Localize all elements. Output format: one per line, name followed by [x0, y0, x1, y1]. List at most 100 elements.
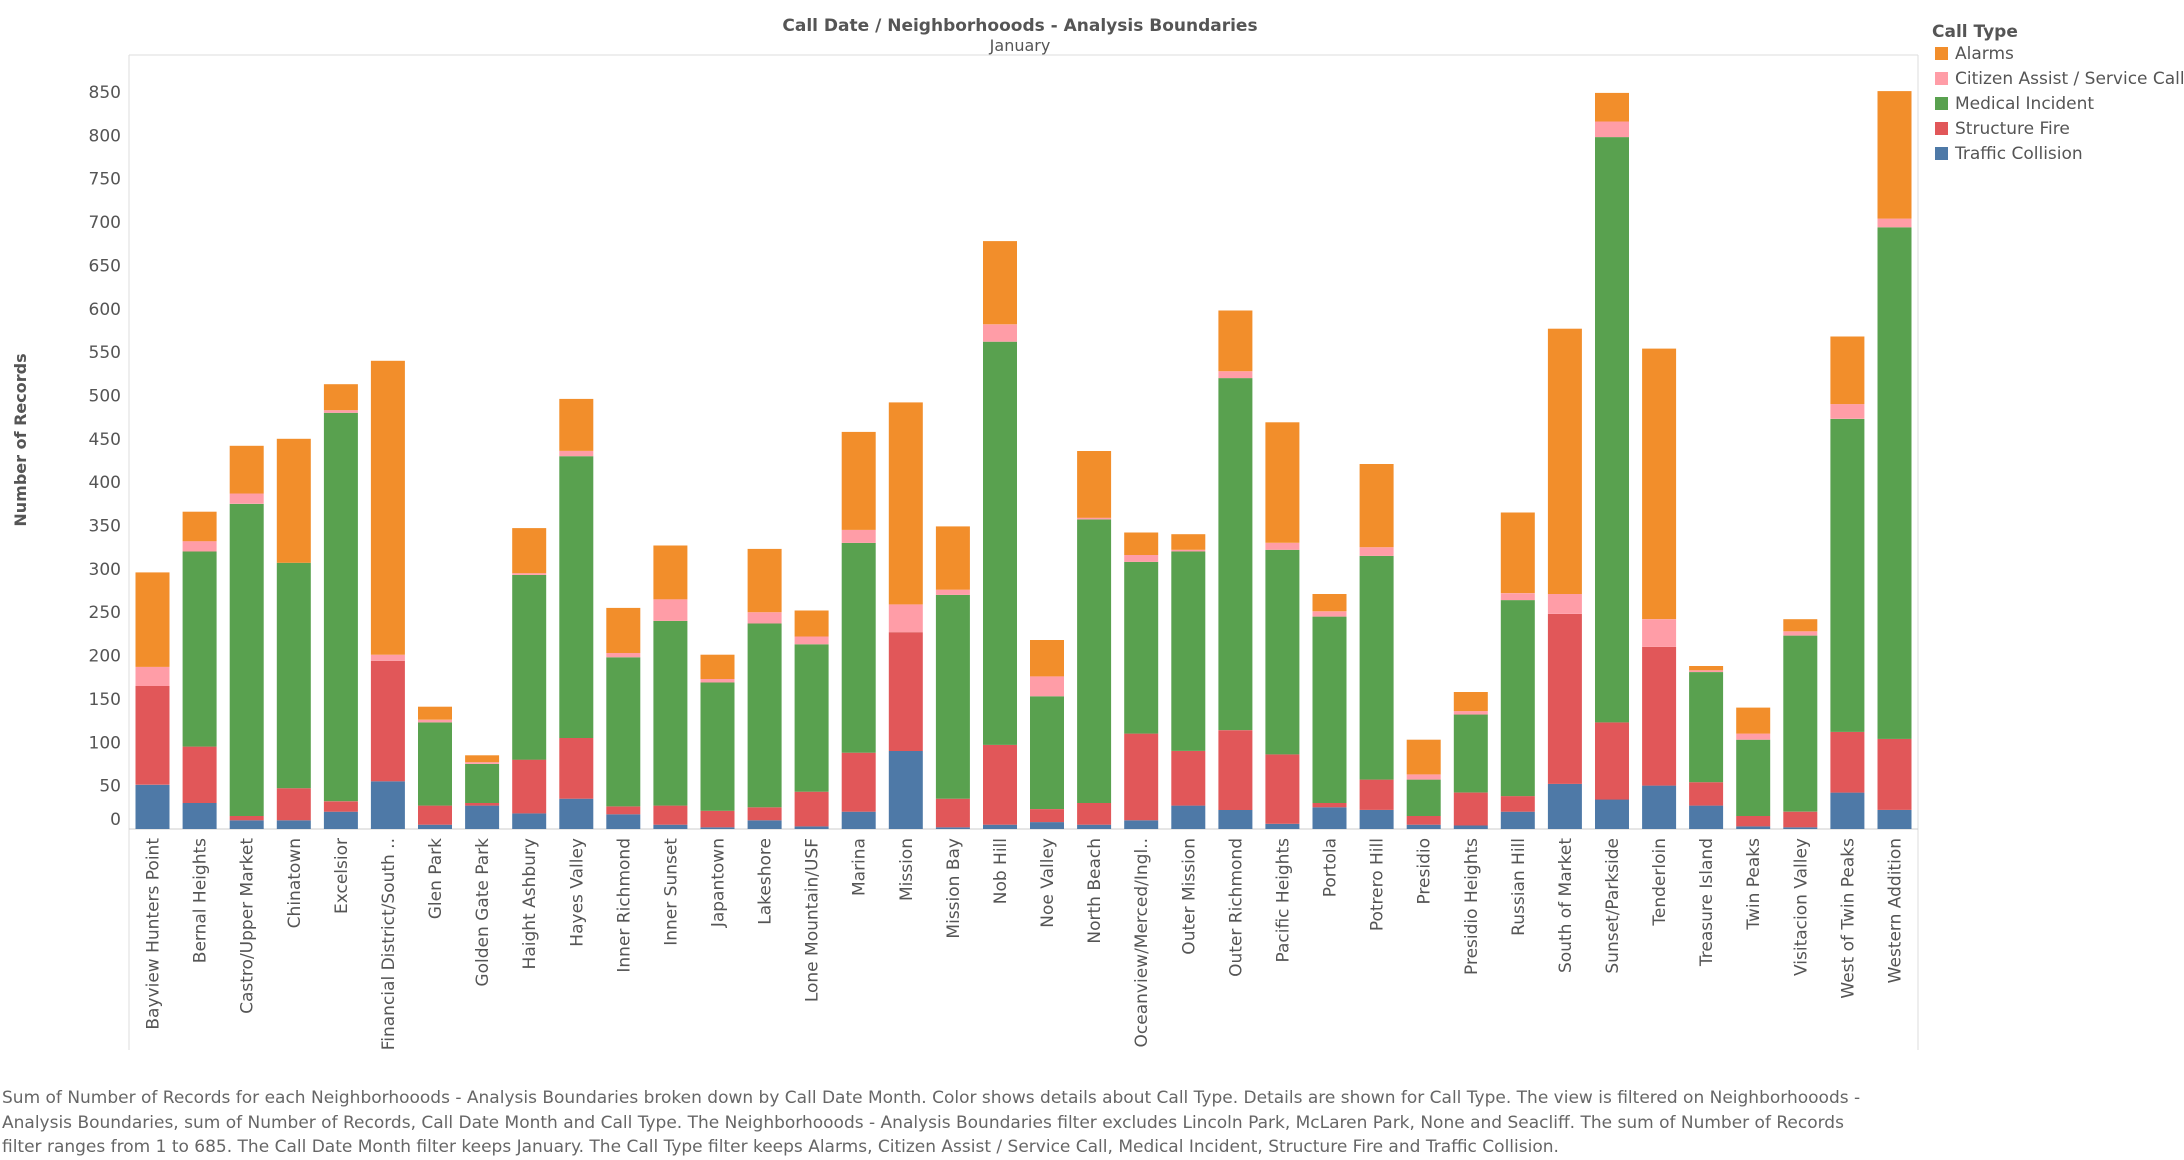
- y-tick-label: 650: [89, 256, 121, 276]
- x-tick-label: Presidio Heights: [1462, 838, 1482, 975]
- x-tick-label: Excelsior: [332, 838, 352, 914]
- x-tick-label: Presidio: [1415, 838, 1435, 905]
- bar-segment: [935, 594, 970, 799]
- bar-segment: [1547, 783, 1582, 829]
- bar-segment: [606, 657, 641, 807]
- bar-segment: [888, 604, 923, 633]
- legend-swatch: [1935, 147, 1948, 160]
- bar-segment: [700, 654, 735, 679]
- bar-segment: [1406, 816, 1441, 825]
- bar-segment: [935, 798, 970, 828]
- y-tick-label: 400: [89, 473, 121, 493]
- bar-segment: [888, 632, 923, 751]
- bar-segment: [1077, 803, 1112, 825]
- legend-swatch: [1935, 122, 1948, 135]
- bar-segment: [1689, 672, 1724, 783]
- bar-segment: [182, 511, 217, 542]
- bar-segment: [794, 644, 829, 792]
- bar-segment: [747, 612, 782, 624]
- bar-segment: [323, 811, 358, 829]
- x-tick-label: Western Addition: [1886, 838, 1906, 983]
- bar-segment: [1830, 336, 1865, 405]
- bar-segment: [1077, 519, 1112, 803]
- bar-segment: [794, 636, 829, 645]
- bar-segment: [1453, 711, 1488, 715]
- x-tick-label: West of Twin Peaks: [1838, 838, 1858, 999]
- bar-segment: [1500, 512, 1535, 594]
- bar-segment: [1124, 561, 1159, 734]
- bar-segment: [1877, 738, 1912, 810]
- bar-segment: [1500, 796, 1535, 812]
- bar-segment: [1830, 792, 1865, 829]
- bar-segment: [1406, 779, 1441, 816]
- x-tick-label: Treasure Island: [1697, 838, 1717, 967]
- bar-segment: [935, 526, 970, 590]
- bar-segment: [1218, 371, 1253, 379]
- bar-segment: [465, 764, 500, 803]
- y-tick-label: 150: [89, 690, 121, 710]
- bar-segment: [559, 451, 594, 457]
- bar-segment: [1265, 754, 1300, 824]
- bar-segment: [1312, 616, 1347, 803]
- bar-segment: [841, 752, 876, 812]
- bar-segment: [700, 810, 735, 828]
- bar-segment: [747, 623, 782, 808]
- bar-segment: [1406, 774, 1441, 780]
- legend-entry: Structure Fire: [1955, 119, 2070, 139]
- legend-title: Call Type: [1932, 22, 2018, 42]
- bar-segment: [512, 575, 547, 760]
- bar-segment: [653, 824, 688, 829]
- y-axis-ticks: 0 50 100 150 200 250 300 350 400 450 500 550 600 650 7…: [89, 83, 121, 830]
- bar-segment: [794, 610, 829, 637]
- bar-segment: [1736, 733, 1771, 740]
- bar-segment: [418, 805, 452, 825]
- bar-segment: [1500, 593, 1535, 601]
- bar-segment: [606, 653, 641, 658]
- x-tick-label: Lakeshore: [756, 838, 776, 925]
- bar-segment: [1265, 549, 1300, 755]
- bar-segment: [323, 412, 358, 802]
- bar-segment: [1124, 820, 1159, 829]
- bar-segment: [276, 820, 311, 829]
- bar-segment: [935, 589, 970, 595]
- bar-segment: [418, 719, 452, 723]
- bar-segment: [229, 503, 264, 816]
- bar-segment: [1359, 464, 1394, 548]
- bar-segment: [653, 545, 688, 600]
- bar-segment: [841, 542, 876, 753]
- bar-segment: [1453, 825, 1488, 829]
- bar-segment: [1595, 722, 1629, 800]
- bar-segment: [1030, 676, 1064, 697]
- bar-segment: [1265, 422, 1300, 543]
- x-tick-label: Financial District/South ..: [379, 838, 399, 1050]
- bar-segment: [1359, 809, 1394, 829]
- x-tick-label: Nob Hill: [991, 838, 1011, 904]
- bar-segment: [418, 722, 452, 806]
- bar-segment: [606, 814, 641, 829]
- bar-segment: [841, 811, 876, 829]
- x-tick-label: Golden Gate Park: [473, 838, 493, 987]
- x-tick-label: South of Market: [1556, 838, 1576, 973]
- bar-segment: [229, 820, 264, 829]
- bar-segment: [653, 805, 688, 825]
- bar-segment: [700, 679, 735, 683]
- y-tick-label: 850: [89, 83, 121, 103]
- bar-segment: [1171, 549, 1206, 552]
- bar-segment: [1218, 378, 1253, 731]
- bar-segment: [1030, 696, 1064, 809]
- bar-segment: [1877, 91, 1912, 219]
- bar-segment: [1736, 816, 1771, 827]
- bar-segment: [512, 759, 547, 814]
- x-tick-label: North Beach: [1085, 838, 1105, 944]
- bar-segment: [559, 738, 594, 799]
- bar-segment: [1595, 121, 1629, 138]
- bar-segment: [559, 798, 594, 829]
- bar-segment: [606, 607, 641, 653]
- y-tick-label: 450: [89, 430, 121, 450]
- bar-segment: [370, 781, 405, 829]
- bar-segment: [1406, 824, 1441, 829]
- bar-segment: [1359, 779, 1394, 810]
- bar-segment: [465, 755, 500, 763]
- x-tick-label: Lone Mountain/USF: [803, 838, 823, 1002]
- bar-segment: [1265, 542, 1300, 550]
